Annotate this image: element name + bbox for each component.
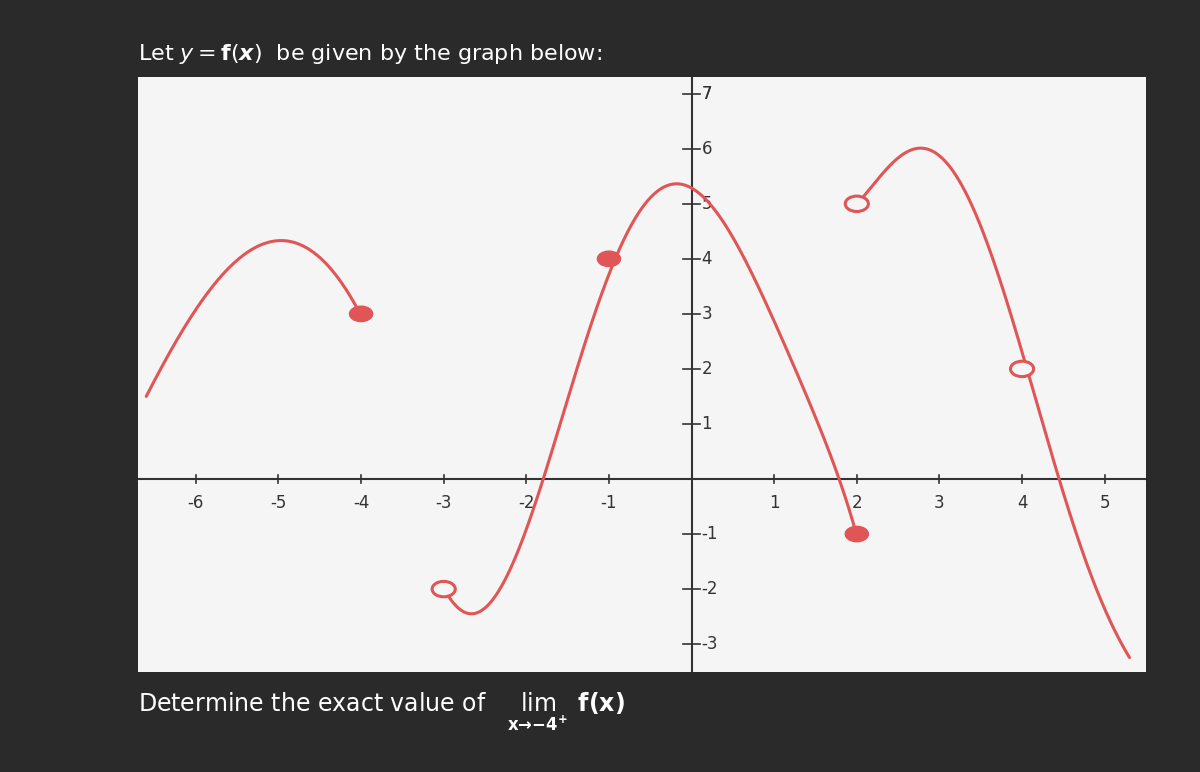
Text: 5: 5 xyxy=(702,195,712,213)
Circle shape xyxy=(349,306,373,322)
Text: 7: 7 xyxy=(702,85,712,103)
Text: -2: -2 xyxy=(518,494,534,513)
Text: 4: 4 xyxy=(702,250,712,268)
Text: -3: -3 xyxy=(702,635,718,653)
Text: 2: 2 xyxy=(852,494,862,513)
Text: -2: -2 xyxy=(702,580,718,598)
Text: 3: 3 xyxy=(702,305,712,323)
Text: -4: -4 xyxy=(353,494,370,513)
Text: -3: -3 xyxy=(436,494,452,513)
Text: Determine the exact value of   $\mathbf{\lim_{x \to -4^+}\ f(x)}$: Determine the exact value of $\mathbf{\l… xyxy=(138,691,625,733)
Text: 5: 5 xyxy=(1099,494,1110,513)
Circle shape xyxy=(598,251,620,266)
Circle shape xyxy=(1010,361,1033,377)
Text: -5: -5 xyxy=(270,494,287,513)
Circle shape xyxy=(845,527,869,542)
Text: 1: 1 xyxy=(769,494,780,513)
Circle shape xyxy=(845,196,869,212)
Text: 6: 6 xyxy=(702,140,712,157)
Text: 1: 1 xyxy=(702,415,712,433)
Text: 7: 7 xyxy=(702,85,712,103)
Text: -1: -1 xyxy=(702,525,718,543)
Text: 3: 3 xyxy=(934,494,944,513)
Text: Let $y = \mathbf{f}(\boldsymbol{x})$  be given by the graph below:: Let $y = \mathbf{f}(\boldsymbol{x})$ be … xyxy=(138,42,602,66)
Text: 2: 2 xyxy=(702,360,712,378)
Text: 4: 4 xyxy=(1016,494,1027,513)
Text: -1: -1 xyxy=(601,494,617,513)
Circle shape xyxy=(432,581,455,597)
Text: -6: -6 xyxy=(187,494,204,513)
